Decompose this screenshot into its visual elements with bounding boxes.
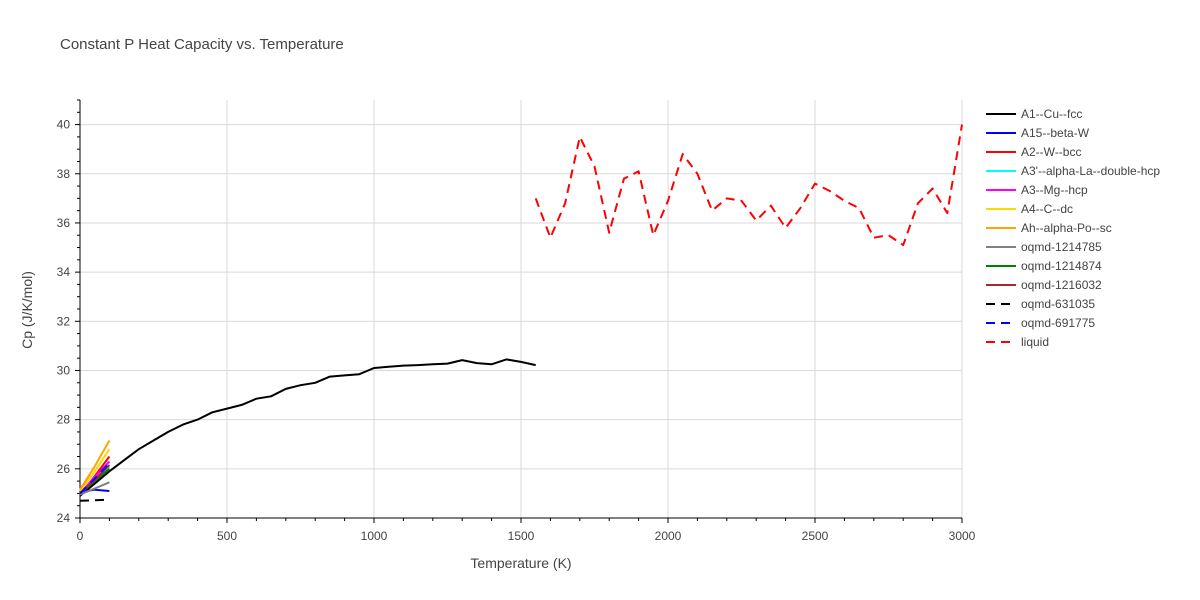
- legend-item[interactable]: A4--C--dc: [986, 202, 1073, 216]
- grid-layer: [80, 100, 963, 519]
- legend-label: oqmd-1214785: [1021, 240, 1102, 254]
- legend-item[interactable]: A3'--alpha-La--double-hcp: [986, 164, 1160, 178]
- x-axis-title: Temperature (K): [470, 555, 571, 571]
- x-tick-label: 2500: [802, 529, 829, 543]
- legend-item[interactable]: oqmd-1214874: [986, 259, 1102, 273]
- x-tick-label: 3000: [949, 529, 976, 543]
- axis-layer: [75, 99, 963, 523]
- legend-item[interactable]: liquid: [986, 335, 1049, 349]
- series-line-a15-beta-w[interactable]: [79, 488, 110, 494]
- y-tick-label: 30: [57, 363, 71, 377]
- x-tick-label: 1000: [361, 529, 388, 543]
- legend-label: Ah--alpha-Po--sc: [1021, 221, 1112, 235]
- tick-label-layer: 0 500 1000 1500 2000 2500 3000 24 26 28 30 32 34 36 38…: [57, 118, 976, 543]
- legend-label: oqmd-631035: [1021, 297, 1095, 311]
- legend-label: A4--C--dc: [1021, 202, 1073, 216]
- y-tick-label: 40: [57, 118, 71, 132]
- legend-item[interactable]: oqmd-631035: [986, 297, 1095, 311]
- series-layer: [79, 124, 963, 502]
- x-tick-label: 2000: [655, 529, 682, 543]
- x-tick-label: 500: [217, 529, 237, 543]
- legend-label: oqmd-1214874: [1021, 259, 1102, 273]
- x-tick-label: 0: [77, 529, 84, 543]
- series-line-liquid[interactable]: [534, 124, 963, 247]
- y-tick-label: 28: [57, 413, 71, 427]
- y-tick-label: 26: [57, 462, 71, 476]
- legend-label: A1--Cu--fcc: [1021, 107, 1082, 121]
- legend-item[interactable]: oqmd-1216032: [986, 278, 1102, 292]
- series-line-oqmd-1214785[interactable]: [79, 481, 110, 496]
- legend-label: liquid: [1021, 335, 1049, 349]
- y-tick-label: 24: [57, 511, 71, 525]
- legend-item[interactable]: A2--W--bcc: [986, 145, 1081, 159]
- series-line-oqmd-691775[interactable]: [79, 462, 111, 495]
- legend-item[interactable]: oqmd-1214785: [986, 240, 1102, 254]
- series-line-ah-alpha-po-sc[interactable]: [79, 440, 111, 491]
- legend-item[interactable]: oqmd-691775: [986, 316, 1095, 330]
- legend-item[interactable]: A3--Mg--hcp: [986, 183, 1088, 197]
- legend-label: A2--W--bcc: [1021, 145, 1081, 159]
- y-axis-title: Cp (J/K/mol): [19, 271, 35, 349]
- y-tick-label: 34: [57, 265, 71, 279]
- legend-label: oqmd-1216032: [1021, 278, 1102, 292]
- x-tick-label: 1500: [508, 529, 535, 543]
- legend-label: A15--beta-W: [1021, 126, 1090, 140]
- series-line-a4-c-dc[interactable]: [79, 448, 111, 492]
- legend[interactable]: A1--Cu--fcc A15--beta-W A2--W--bcc A3'--alp…: [986, 107, 1160, 349]
- series-line-oqmd-631035[interactable]: [79, 498, 110, 502]
- y-tick-label: 32: [57, 314, 71, 328]
- legend-item[interactable]: A1--Cu--fcc: [986, 107, 1082, 121]
- y-tick-label: 38: [57, 167, 71, 181]
- legend-label: A3'--alpha-La--double-hcp: [1021, 164, 1160, 178]
- chart-title: Constant P Heat Capacity vs. Temperature: [60, 36, 344, 53]
- legend-item[interactable]: Ah--alpha-Po--sc: [986, 221, 1112, 235]
- legend-label: A3--Mg--hcp: [1021, 183, 1088, 197]
- legend-label: oqmd-691775: [1021, 316, 1095, 330]
- y-tick-label: 36: [57, 216, 71, 230]
- series-line-a1-cu-fcc[interactable]: [79, 358, 536, 497]
- legend-item[interactable]: A15--beta-W: [986, 126, 1090, 140]
